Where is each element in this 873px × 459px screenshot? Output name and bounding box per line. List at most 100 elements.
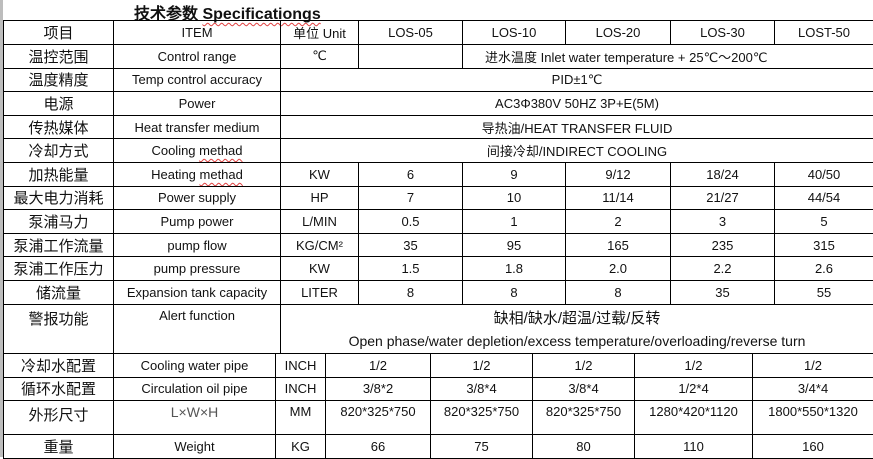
row-value: 2 — [566, 210, 671, 234]
row-value: 1.5 — [359, 257, 463, 281]
row-value: 165 — [566, 233, 671, 257]
spec-table-lower: 冷却水配置 Cooling water pipe INCH 1/2 1/2 1/… — [3, 353, 873, 459]
row-value: 8 — [566, 280, 671, 304]
header-model: LOS-10 — [463, 21, 566, 45]
row-label-zh: 警报功能 — [4, 304, 114, 353]
table-row: 加热能量 Heating methad KW 6 9 9/12 18/24 40… — [4, 162, 873, 186]
row-value: 1 — [463, 210, 566, 234]
row-value: 55 — [775, 280, 873, 304]
row-value: PID±1℃ — [281, 68, 873, 92]
row-unit: INCH — [276, 377, 326, 401]
row-value: 1/2 — [533, 354, 635, 378]
row-unit: ℃ — [281, 45, 359, 69]
row-label-en: Pump power — [114, 210, 281, 234]
header-item: ITEM — [114, 21, 281, 45]
row-value: 6 — [359, 162, 463, 186]
row-value: 3/8*2 — [326, 377, 431, 401]
row-label-zh: 循环水配置 — [4, 377, 114, 401]
row-value: 3/8*4 — [533, 377, 635, 401]
header-model: LOS-30 — [671, 21, 775, 45]
row-value: 进水温度 Inlet water temperature + 25℃～200℃ — [463, 45, 873, 69]
row-value: 导热油/HEAT TRANSFER FLUID — [281, 115, 873, 139]
row-unit: KG — [276, 435, 326, 459]
table-row: 泵浦工作压力 pump pressure KW 1.5 1.8 2.0 2.2 … — [4, 257, 873, 281]
row-label-zh: 最大电力消耗 — [4, 186, 114, 210]
row-label-zh: 泵浦工作压力 — [4, 257, 114, 281]
row-label-zh: 温度精度 — [4, 68, 114, 92]
row-label-en-text: Cooling methad — [151, 143, 242, 158]
row-unit: L/MIN — [281, 210, 359, 234]
row-unit: INCH — [276, 354, 326, 378]
row-value: 235 — [671, 233, 775, 257]
table-row: 温度精度 Temp control accuracy PID±1℃ — [4, 68, 873, 92]
row-value: 21/27 — [671, 186, 775, 210]
row-value: 35 — [359, 233, 463, 257]
row-unit: HP — [281, 186, 359, 210]
row-label-zh: 传热媒体 — [4, 115, 114, 139]
row-value: 2.0 — [566, 257, 671, 281]
row-value: 9 — [463, 162, 566, 186]
row-value: 1.8 — [463, 257, 566, 281]
table-row: 最大电力消耗 Power supply HP 7 10 11/14 21/27 … — [4, 186, 873, 210]
header-model: LOST-50 — [775, 21, 873, 45]
row-label-zh: 加热能量 — [4, 162, 114, 186]
row-value: 7 — [359, 186, 463, 210]
row-value: 3/4*4 — [753, 377, 873, 401]
row-unit: KG/CM² — [281, 233, 359, 257]
row-label-en: pump pressure — [114, 257, 281, 281]
row-spacer — [359, 45, 463, 69]
row-value: 80 — [533, 435, 635, 459]
row-value: 18/24 — [671, 162, 775, 186]
alert-value-en: Open phase/water depletion/excess temper… — [281, 330, 873, 353]
row-value: 3/8*4 — [431, 377, 533, 401]
row-value: 1/2*4 — [635, 377, 753, 401]
row-value: 1/2 — [635, 354, 753, 378]
row-label-en: Control range — [114, 45, 281, 69]
row-value: 820*325*750 — [431, 401, 533, 435]
table-row: 泵浦马力 Pump power L/MIN 0.5 1 2 3 5 — [4, 210, 873, 234]
header-model: LOS-05 — [359, 21, 463, 45]
table-row: 冷却方式 Cooling methad 间接冷却/INDIRECT COOLIN… — [4, 139, 873, 163]
row-value: 66 — [326, 435, 431, 459]
row-unit: KW — [281, 162, 359, 186]
row-value: 1/2 — [753, 354, 873, 378]
table-row: 传热媒体 Heat transfer medium 导热油/HEAT TRANS… — [4, 115, 873, 139]
row-value: 40/50 — [775, 162, 873, 186]
row-value: 9/12 — [566, 162, 671, 186]
row-value: 1800*550*1320 — [753, 401, 873, 435]
row-value: 8 — [463, 280, 566, 304]
row-value: 8 — [359, 280, 463, 304]
row-value: 75 — [431, 435, 533, 459]
row-value: 1/2 — [431, 354, 533, 378]
row-value: 1280*420*1120 — [635, 401, 753, 435]
alert-value-zh: 缺相/缺水/超温/过载/反转 — [281, 307, 873, 330]
row-value: 110 — [635, 435, 753, 459]
table-row-alert: 警报功能 Alert function 缺相/缺水/超温/过载/反转 Open … — [4, 304, 873, 353]
row-label-zh: 外形尺寸 — [4, 401, 114, 435]
row-label-en: Cooling water pipe — [114, 354, 276, 378]
row-value: 95 — [463, 233, 566, 257]
row-value: 5 — [775, 210, 873, 234]
row-label-en: Alert function — [114, 304, 281, 353]
row-label-zh: 冷却方式 — [4, 139, 114, 163]
header-unit: 单位 Unit — [281, 21, 359, 45]
row-value: 1/2 — [326, 354, 431, 378]
row-value: 44/54 — [775, 186, 873, 210]
row-label-en: Temp control accuracy — [114, 68, 281, 92]
row-label-en: L×W×H — [114, 401, 276, 435]
table-row: 循环水配置 Circulation oil pipe INCH 3/8*2 3/… — [4, 377, 873, 401]
row-value: 3 — [671, 210, 775, 234]
row-label-en: Heat transfer medium — [114, 115, 281, 139]
spec-table-upper: 项目 ITEM 单位 Unit LOS-05 LOS-10 LOS-20 LOS… — [3, 20, 873, 354]
row-label-zh: 储流量 — [4, 280, 114, 304]
row-unit: MM — [276, 401, 326, 435]
header-row: 项目 ITEM 单位 Unit LOS-05 LOS-10 LOS-20 LOS… — [4, 21, 873, 45]
header-zh: 项目 — [4, 21, 114, 45]
row-unit: LITER — [281, 280, 359, 304]
row-label-en: Circulation oil pipe — [114, 377, 276, 401]
row-label-zh: 重量 — [4, 435, 114, 459]
row-label-en: Heating methad — [114, 162, 281, 186]
row-label-en: Expansion tank capacity — [114, 280, 281, 304]
row-label-zh: 温控范围 — [4, 45, 114, 69]
row-value: 0.5 — [359, 210, 463, 234]
